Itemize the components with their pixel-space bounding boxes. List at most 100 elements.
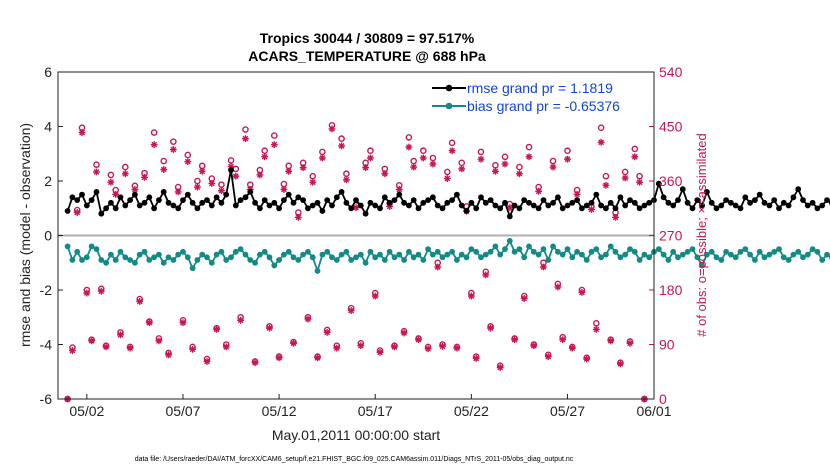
rmse-point	[588, 199, 595, 206]
rmse-point	[103, 205, 109, 212]
obs-assimilated-marker	[198, 167, 206, 175]
bias-point	[713, 254, 720, 261]
obs-assimilated-stroke	[199, 168, 206, 175]
obs-assimilated-stroke	[622, 175, 629, 181]
bias-point	[574, 248, 580, 255]
rmse-point	[362, 210, 369, 217]
obs-assimilated-marker	[141, 173, 148, 181]
bias-point	[521, 254, 528, 261]
obs-assimilated-stroke	[79, 129, 85, 136]
rmse-point	[377, 205, 383, 212]
rmse-point	[281, 197, 287, 204]
y-tick-label: 6	[44, 64, 52, 80]
obs-assimilated-stroke	[271, 141, 278, 148]
rmse-point	[261, 197, 268, 204]
obs-assimilated-stroke	[338, 142, 345, 149]
obs-assimilated-stroke	[74, 209, 81, 216]
chart-title-line2: ACARS_TEMPERATURE @ 688 hPa	[248, 48, 486, 64]
obs-assimilated-marker	[304, 315, 312, 323]
bias-point	[112, 257, 119, 263]
obs-assimilated-marker	[549, 163, 557, 171]
bias-point	[732, 254, 739, 261]
rmse-point	[232, 202, 239, 209]
obs-assimilated-marker	[607, 337, 615, 345]
bias-point	[64, 243, 71, 250]
bias-point	[98, 257, 105, 263]
obs-assimilated-stroke	[189, 346, 196, 353]
rmse-point	[752, 197, 758, 204]
bias-point	[391, 254, 398, 261]
rmse-point	[521, 197, 528, 204]
obs-possible-marker	[194, 177, 201, 185]
bias-point	[530, 248, 537, 255]
obs-assimilated-stroke	[281, 186, 287, 193]
rmse-point	[444, 199, 451, 206]
y-axis-right-label: # of obs: o=possible; ×=assimilated	[694, 133, 709, 336]
obs-possible-marker	[549, 157, 557, 165]
obs-assimilated-marker	[184, 158, 192, 166]
rmse-point	[636, 205, 643, 212]
obs-assimilated-stroke	[367, 155, 374, 161]
obs-assimilated-marker	[496, 364, 504, 371]
bias-point	[377, 251, 383, 258]
obs-possible-marker	[285, 162, 293, 170]
obs-possible-marker	[280, 180, 288, 188]
obs-possible-marker	[121, 163, 129, 171]
obs-assimilated-marker	[453, 344, 461, 352]
bias-point	[752, 257, 758, 263]
obs-assimilated-stroke	[381, 170, 388, 177]
obs-assimilated-marker	[544, 353, 552, 361]
rmse-point	[458, 202, 465, 209]
rmse-point	[439, 205, 446, 212]
obs-possible-marker	[621, 168, 629, 176]
obs-assimilated-stroke	[285, 168, 292, 175]
obs-assimilated-stroke	[478, 156, 484, 163]
obs-possible-marker	[636, 172, 643, 180]
rmse-point	[713, 205, 720, 212]
obs-assimilated-marker	[467, 292, 475, 300]
rmse-point	[478, 194, 484, 201]
obs-possible-marker	[458, 159, 466, 167]
obs-assimilated-stroke	[550, 164, 556, 170]
obs-assimilated-stroke	[526, 153, 532, 160]
legend-bias-label: bias grand pr = -0.65376	[467, 98, 620, 114]
bias-point	[160, 259, 167, 266]
obs-assimilated-stroke	[502, 161, 508, 167]
rmse-point	[449, 197, 455, 204]
bias-point	[189, 265, 196, 272]
rmse-point	[156, 197, 162, 204]
obs-assimilated-stroke	[218, 187, 225, 194]
rmse-point	[454, 191, 460, 198]
obs-assimilated-marker	[131, 186, 139, 193]
obs-assimilated-marker	[121, 170, 129, 178]
obs-assimilated-marker	[415, 336, 422, 344]
rmse-point	[127, 197, 133, 204]
rmse-point	[170, 202, 177, 209]
obs-assimilated-marker	[117, 331, 124, 339]
bias-point	[675, 254, 681, 261]
obs-possible-marker	[501, 153, 509, 161]
bias-point	[79, 257, 85, 263]
legend-bias-marker	[445, 102, 453, 110]
obs-assimilated-stroke	[98, 288, 105, 295]
chart-title-line1: Tropics 30044 / 30809 = 97.517%	[260, 30, 475, 46]
obs-assimilated-marker	[357, 342, 365, 350]
obs-assimilated-stroke	[256, 172, 263, 178]
rmse-point	[612, 205, 619, 212]
bias-point	[482, 251, 489, 258]
rmse-point	[415, 205, 422, 212]
bias-point	[223, 257, 230, 263]
obs-assimilated-marker	[126, 344, 134, 352]
legend-box	[430, 77, 650, 115]
bias-point	[449, 248, 455, 255]
obs-assimilated-marker	[405, 143, 413, 151]
rmse-point	[492, 202, 499, 209]
obs-assimilated-marker	[559, 336, 567, 344]
obs-assimilated-stroke	[232, 173, 239, 180]
plot-area	[58, 71, 830, 403]
obs-assimilated-marker	[112, 190, 120, 198]
rmse-point	[305, 205, 311, 212]
rmse-point	[348, 205, 355, 212]
obs-assimilated-stroke	[554, 284, 561, 290]
obs-assimilated-marker	[88, 337, 96, 345]
